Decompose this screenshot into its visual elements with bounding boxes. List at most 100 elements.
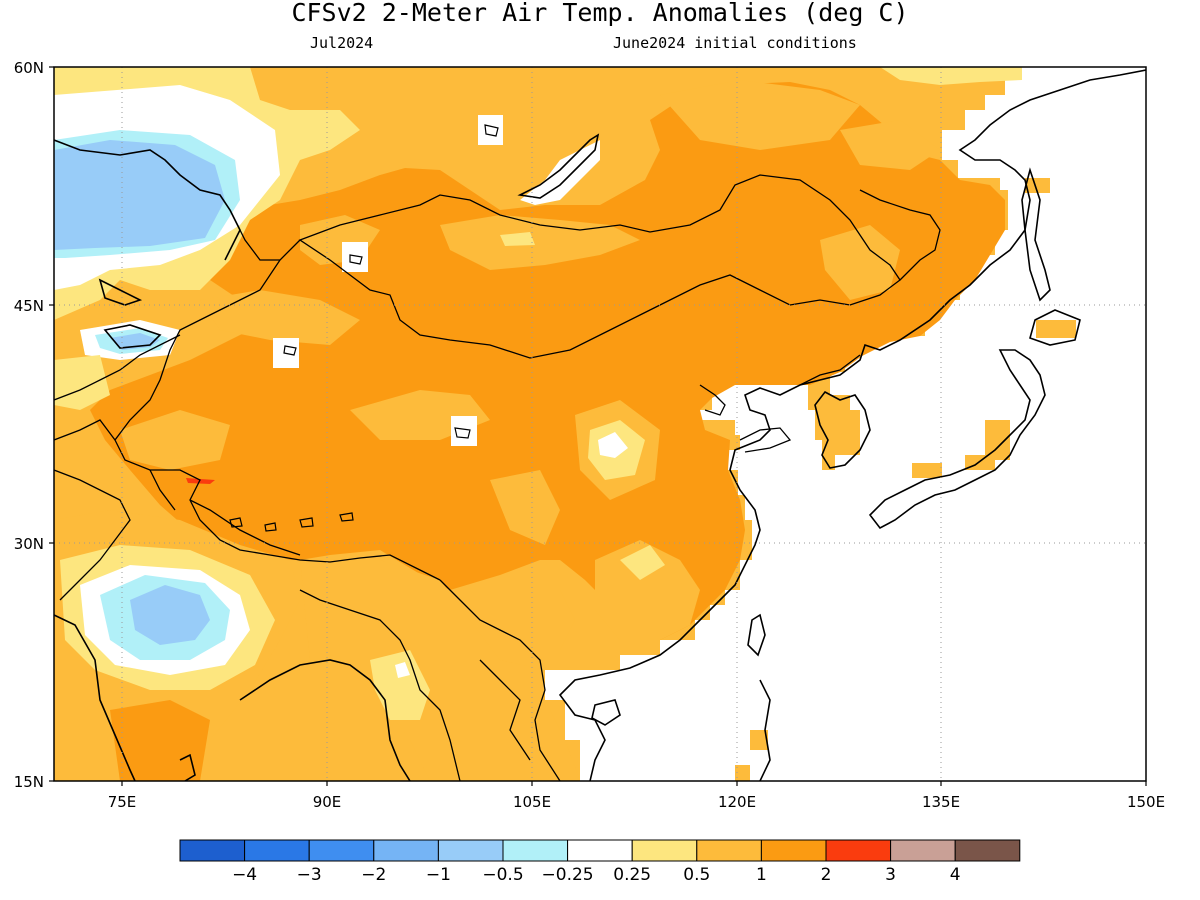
- lake-4: [229, 517, 243, 528]
- colorbar-swatch-6: [567, 839, 633, 862]
- colorbar-swatch-9: [760, 839, 827, 862]
- india-coastline: [54, 614, 136, 781]
- hokkaido-anomaly: [1036, 320, 1076, 338]
- pakistan-border: [54, 469, 131, 601]
- shandong-peninsula: [739, 427, 792, 453]
- kazakh-border: [229, 209, 280, 261]
- korea-china-border: [799, 354, 861, 386]
- lat-label-60n: 60N: [14, 59, 44, 77]
- colorbar-label-8: 1: [756, 865, 767, 885]
- map-frame: [53, 66, 1147, 782]
- himalaya-border: [189, 499, 301, 556]
- india-anomaly-light-blue: [130, 585, 210, 645]
- colorbar-label-3: −1: [426, 865, 451, 885]
- colorbar-label-0: −4: [232, 865, 257, 885]
- lake-qinghai: [454, 427, 471, 439]
- anomaly-field: [54, 67, 1146, 781]
- lake-nodata-4: [451, 416, 477, 446]
- land-patch-south-china-2: [540, 590, 575, 650]
- colorbar-label-6: 0.25: [613, 865, 651, 885]
- land-patch-siberia-east: [840, 120, 940, 170]
- lake-2: [349, 254, 363, 265]
- land-patch-central-asia: [200, 290, 360, 345]
- land-spot-west-yellow: [54, 355, 110, 410]
- sakhalin-anomaly: [1025, 178, 1050, 193]
- inland-lakes: [229, 124, 499, 532]
- lake-6: [299, 517, 314, 528]
- lon-label-105e: 105E: [513, 793, 551, 811]
- lon-label-90e: 90E: [313, 793, 342, 811]
- gridlines: [54, 67, 1146, 781]
- land-patch-siberia: [660, 80, 860, 150]
- lon-label-135e: 135E: [922, 793, 960, 811]
- colorbar-swatch-10: [825, 839, 892, 862]
- hainan-coastline: [591, 699, 621, 726]
- lake-nodata-1: [478, 115, 503, 145]
- colorbar-label-2: −2: [361, 865, 386, 885]
- central-asia-border-2: [54, 419, 116, 441]
- philippines-anomaly: [735, 765, 750, 781]
- central-asia-border-1: [54, 334, 181, 401]
- land-anomaly-0.25-0.5-north: [880, 67, 1022, 85]
- colorbar-swatch-5: [502, 839, 569, 862]
- lake-1: [283, 345, 297, 356]
- colorbar-label-1: −3: [297, 865, 322, 885]
- philippines-coastline: [759, 679, 771, 781]
- colorbar-label-5: −0.25: [542, 865, 594, 885]
- colorbar-label-10: 3: [885, 865, 896, 885]
- aral-lake: [98, 278, 143, 306]
- land-patch-tibet-south: [490, 470, 560, 545]
- lat-label-30n: 30N: [14, 535, 44, 553]
- colorbar-swatch-4: [437, 839, 504, 862]
- lake-7: [339, 512, 354, 522]
- land-patch-south-china: [595, 540, 700, 640]
- baikal-lake: [517, 133, 600, 199]
- taiwan-coastline: [747, 613, 766, 657]
- forecast-month: Jul2024: [310, 34, 374, 52]
- myanmar-border: [299, 589, 461, 781]
- balkhash-lake: [103, 324, 162, 349]
- colorbar-swatch-0: [179, 839, 246, 862]
- lake-3: [484, 124, 499, 137]
- colorbar-swatch-7: [631, 839, 698, 862]
- land-patch-manchuria: [820, 225, 900, 300]
- colorbar-label-4: −0.5: [482, 865, 523, 885]
- map-title: CFSv2 2-Meter Air Temp. Anomalies (deg C…: [291, 0, 909, 27]
- hokkaido-coastline: [1029, 309, 1081, 346]
- lat-label-15n: 15N: [14, 773, 44, 791]
- china-coast-islands: [699, 384, 726, 416]
- korea-anomaly: [828, 415, 860, 455]
- lon-label-75e: 75E: [108, 793, 137, 811]
- russia-china-border-east: [859, 189, 941, 281]
- lon-label-120e: 120E: [718, 793, 756, 811]
- colorbar-swatch-12: [954, 839, 1021, 862]
- india-south-1-2: [110, 700, 210, 781]
- seasia-white-spot: [395, 662, 410, 678]
- east-asia-coastline: [558, 69, 1146, 781]
- land-patch-yellow-south: [620, 545, 665, 580]
- coastlines: [54, 69, 1146, 781]
- colorbar-swatch-2: [308, 839, 375, 862]
- land-patch-tibet-west: [120, 410, 230, 470]
- colorbar-swatch-8: [696, 839, 762, 862]
- japan-coastline: [868, 349, 1046, 530]
- sakhalin-coastline: [1021, 167, 1051, 302]
- malay-anomaly: [395, 735, 410, 750]
- land-spot-white: [598, 432, 628, 458]
- colorbar-swatch-1: [244, 839, 310, 862]
- taiwan-anomaly: [750, 730, 768, 750]
- japan-anomaly-3: [912, 463, 942, 478]
- colorbar-label-7: 0.5: [683, 865, 710, 885]
- mongolia-border: [298, 174, 901, 359]
- baikal-nodata: [520, 140, 600, 205]
- sri-lanka-coastline: [179, 753, 196, 781]
- korea-coastline: [814, 390, 871, 469]
- indochina-border: [439, 579, 561, 781]
- political-borders: [54, 174, 941, 781]
- tibet-red-spot: [186, 478, 215, 484]
- land-patch-yellow-mongolia: [500, 232, 535, 246]
- india-nepal-border: [149, 469, 176, 511]
- colorbar-swatch-3: [373, 839, 439, 862]
- land-anomaly-light-blue: [54, 140, 225, 250]
